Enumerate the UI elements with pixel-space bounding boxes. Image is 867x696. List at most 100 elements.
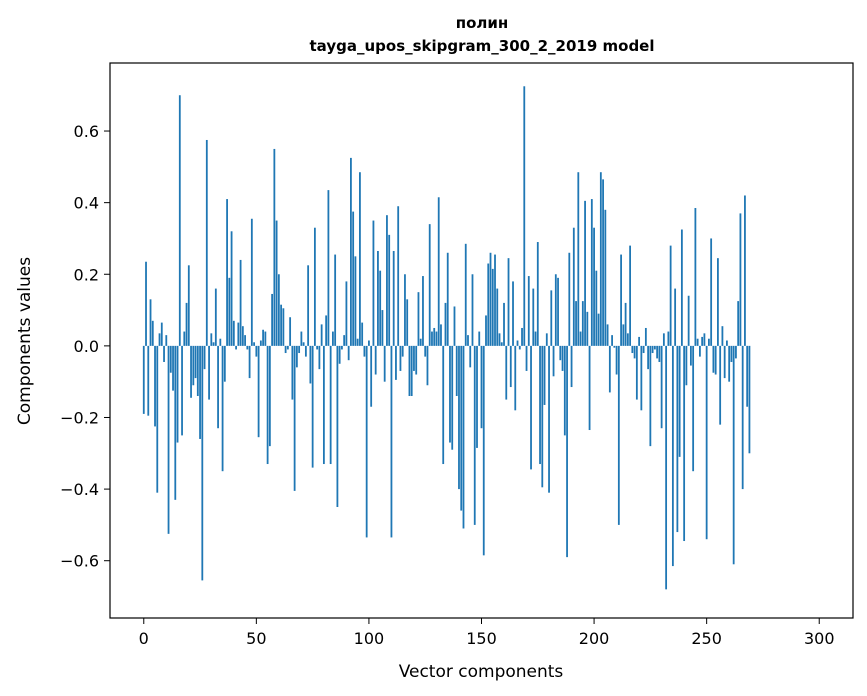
- bar: [471, 274, 474, 346]
- bar: [692, 345, 695, 472]
- bar: [174, 345, 177, 500]
- bar: [160, 322, 163, 346]
- x-axis-label: Vector components: [399, 662, 564, 682]
- bar: [237, 322, 240, 346]
- bar: [525, 345, 528, 371]
- bar: [151, 320, 154, 346]
- bar: [503, 302, 505, 346]
- bar: [701, 336, 704, 346]
- bar: [667, 331, 670, 346]
- bar: [408, 345, 411, 396]
- bar: [262, 329, 264, 346]
- bar: [282, 308, 285, 346]
- bar: [568, 252, 571, 346]
- bar: [404, 274, 406, 346]
- bar: [352, 211, 355, 346]
- bar: [241, 326, 244, 346]
- bar: [595, 270, 598, 346]
- bar: [741, 345, 744, 490]
- bar: [611, 335, 613, 346]
- bar: [318, 345, 321, 370]
- bar: [302, 342, 305, 346]
- bar: [350, 157, 352, 346]
- bar: [343, 335, 346, 346]
- bar: [192, 345, 195, 386]
- bar: [406, 299, 409, 346]
- bar: [597, 313, 600, 346]
- bar: [444, 302, 447, 346]
- bar: [451, 345, 454, 450]
- bar: [604, 209, 607, 346]
- bar: [482, 345, 485, 556]
- bar: [214, 288, 217, 346]
- bar: [255, 345, 258, 357]
- bar: [295, 345, 298, 368]
- bar: [557, 277, 559, 346]
- bar: [347, 345, 350, 361]
- bar: [737, 301, 740, 346]
- bar: [732, 345, 735, 565]
- bar: [577, 172, 580, 346]
- bar: [617, 345, 620, 525]
- bar: [374, 345, 377, 375]
- bar: [494, 254, 496, 346]
- bar: [631, 345, 634, 354]
- bar: [392, 250, 395, 346]
- bar: [338, 345, 341, 364]
- bar: [500, 342, 503, 346]
- bar: [685, 345, 688, 386]
- bar: [705, 345, 708, 540]
- bar: [428, 224, 431, 346]
- bar: [266, 345, 269, 465]
- bar: [665, 345, 668, 590]
- bar: [539, 345, 541, 465]
- bar: [699, 345, 701, 357]
- bar: [491, 268, 494, 346]
- bar: [268, 345, 271, 447]
- bar: [615, 345, 618, 375]
- bar: [599, 172, 602, 346]
- bar: [588, 345, 591, 431]
- bar: [311, 345, 314, 468]
- y-tick-label: −0.2: [60, 408, 99, 427]
- bar: [379, 270, 382, 346]
- bar: [489, 252, 492, 346]
- bar: [662, 333, 665, 346]
- bar: [566, 345, 568, 558]
- bar: [194, 345, 197, 379]
- bar: [676, 345, 679, 533]
- bar: [485, 315, 487, 346]
- bar: [572, 227, 575, 346]
- bar: [325, 315, 328, 346]
- bar: [313, 227, 316, 346]
- bar: [739, 213, 742, 346]
- bar: [437, 197, 440, 346]
- bar: [363, 345, 366, 357]
- bar: [291, 345, 294, 400]
- bar: [417, 292, 420, 346]
- bar: [145, 261, 147, 346]
- bar: [602, 179, 604, 346]
- bar: [185, 302, 188, 346]
- bar: [575, 301, 577, 346]
- y-tick-label: 0.0: [74, 337, 99, 356]
- bar: [397, 206, 400, 346]
- bar: [735, 345, 737, 359]
- bar: [199, 345, 201, 439]
- bar: [509, 345, 512, 388]
- bar: [464, 243, 467, 346]
- bar: [163, 345, 165, 362]
- bar: [669, 245, 672, 346]
- bar: [534, 331, 537, 346]
- bar: [635, 345, 638, 400]
- bar: [147, 345, 150, 416]
- bar: [723, 345, 726, 379]
- bar: [205, 139, 208, 346]
- bar: [356, 338, 359, 346]
- bar: [640, 345, 643, 411]
- bar: [476, 345, 478, 448]
- bar: [559, 345, 562, 361]
- bar: [341, 345, 343, 350]
- bar: [726, 340, 728, 346]
